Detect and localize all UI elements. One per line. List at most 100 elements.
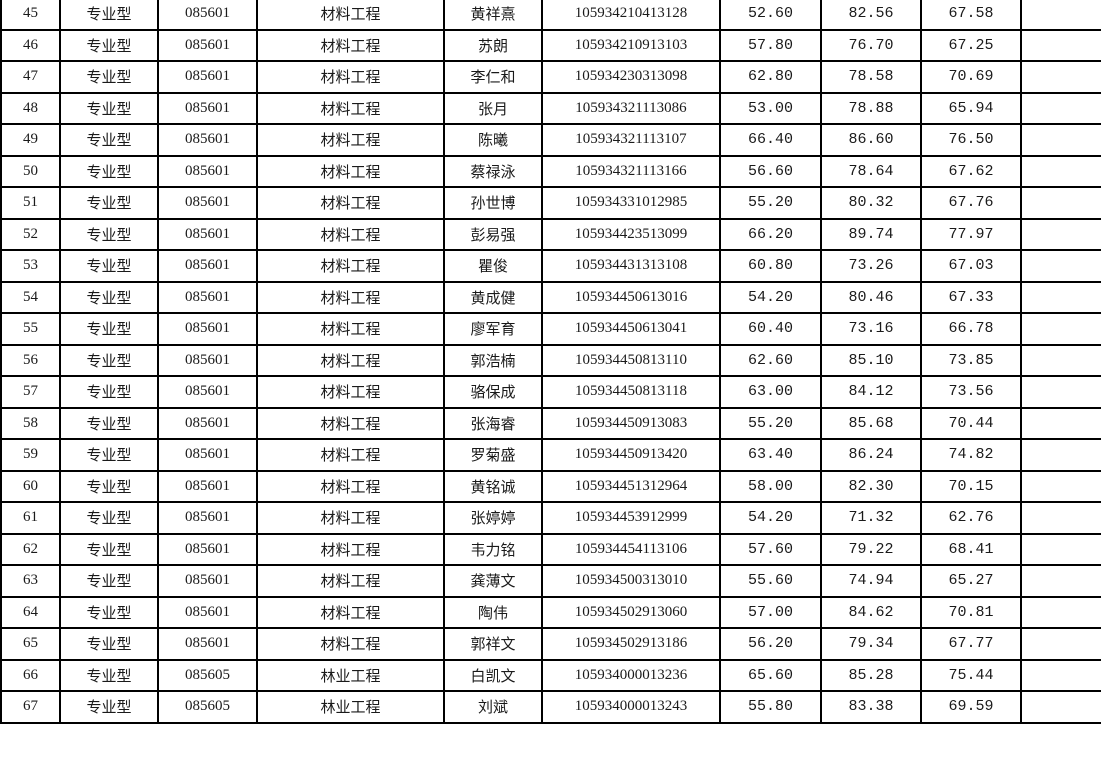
score-1-cell: 53.00 — [719, 91, 822, 125]
score-1-cell: 56.60 — [719, 154, 822, 188]
major-code-cell: 085601 — [157, 469, 258, 503]
remark-cell — [1020, 249, 1101, 283]
exam-id-cell: 105934210913103 — [541, 28, 721, 62]
score-1-cell: 63.00 — [719, 375, 822, 409]
major-name-cell: 材料工程 — [256, 532, 445, 566]
remark-cell — [1020, 312, 1101, 346]
student-name-cell: 张月 — [443, 91, 543, 125]
table-row: 55 专业型 085601 材料工程 廖军育 105934450613041 60.40 73… — [0, 312, 1101, 346]
row-index-cell: 65 — [0, 627, 61, 661]
major-code-cell: 085601 — [157, 60, 258, 94]
major-name-cell: 材料工程 — [256, 595, 445, 629]
table-row: 52 专业型 085601 材料工程 彭易强 105934423513099 66.20 89… — [0, 217, 1101, 251]
score-2-cell: 74.94 — [820, 564, 922, 598]
student-name-cell: 郭祥文 — [443, 627, 543, 661]
exam-id-cell: 105934450613041 — [541, 312, 721, 346]
score-1-cell: 55.20 — [719, 406, 822, 440]
total-score-cell: 67.03 — [920, 249, 1022, 283]
row-index-cell: 57 — [0, 375, 61, 409]
student-name-cell: 黄成健 — [443, 280, 543, 314]
major-name-cell: 林业工程 — [256, 658, 445, 692]
total-score-cell: 74.82 — [920, 438, 1022, 472]
exam-id-cell: 105934331012985 — [541, 186, 721, 220]
major-name-cell: 材料工程 — [256, 280, 445, 314]
row-index-cell: 52 — [0, 217, 61, 251]
student-name-cell: 骆保成 — [443, 375, 543, 409]
score-1-cell: 62.60 — [719, 343, 822, 377]
remark-cell — [1020, 186, 1101, 220]
major-code-cell: 085601 — [157, 438, 258, 472]
student-name-cell: 张婷婷 — [443, 501, 543, 535]
score-1-cell: 57.00 — [719, 595, 822, 629]
total-score-cell: 65.94 — [920, 91, 1022, 125]
major-code-cell: 085601 — [157, 217, 258, 251]
total-score-cell: 77.97 — [920, 217, 1022, 251]
score-2-cell: 79.34 — [820, 627, 922, 661]
row-index-cell: 61 — [0, 501, 61, 535]
student-name-cell: 瞿俊 — [443, 249, 543, 283]
total-score-cell: 65.27 — [920, 564, 1022, 598]
major-name-cell: 材料工程 — [256, 154, 445, 188]
table-row: 61 专业型 085601 材料工程 张婷婷 105934453912999 54.20 71… — [0, 501, 1101, 535]
total-score-cell: 66.78 — [920, 312, 1022, 346]
table-row: 58 专业型 085601 材料工程 张海睿 105934450913083 55.20 85… — [0, 406, 1101, 440]
exam-id-cell: 105934500313010 — [541, 564, 721, 598]
total-score-cell: 67.77 — [920, 627, 1022, 661]
exam-id-cell: 105934453912999 — [541, 501, 721, 535]
degree-type-cell: 专业型 — [59, 375, 159, 409]
score-1-cell: 54.20 — [719, 501, 822, 535]
exam-id-cell: 105934450813118 — [541, 375, 721, 409]
score-1-cell: 55.80 — [719, 690, 822, 724]
remark-cell — [1020, 280, 1101, 314]
table-row: 59 专业型 085601 材料工程 罗菊盛 105934450913420 63.40 86… — [0, 438, 1101, 472]
major-code-cell: 085601 — [157, 343, 258, 377]
exam-id-cell: 105934321113166 — [541, 154, 721, 188]
student-name-cell: 苏朗 — [443, 28, 543, 62]
table-row: 62 专业型 085601 材料工程 韦力铭 105934454113106 57.60 79… — [0, 532, 1101, 566]
major-name-cell: 材料工程 — [256, 343, 445, 377]
score-1-cell: 62.80 — [719, 60, 822, 94]
remark-cell — [1020, 0, 1101, 31]
student-name-cell: 韦力铭 — [443, 532, 543, 566]
exam-id-cell: 105934454113106 — [541, 532, 721, 566]
table-row: 57 专业型 085601 材料工程 骆保成 105934450813118 63.00 84… — [0, 375, 1101, 409]
degree-type-cell: 专业型 — [59, 690, 159, 724]
student-name-cell: 彭易强 — [443, 217, 543, 251]
student-name-cell: 陈曦 — [443, 123, 543, 157]
degree-type-cell: 专业型 — [59, 280, 159, 314]
score-1-cell: 66.20 — [719, 217, 822, 251]
major-name-cell: 材料工程 — [256, 91, 445, 125]
degree-type-cell: 专业型 — [59, 564, 159, 598]
major-code-cell: 085601 — [157, 186, 258, 220]
row-index-cell: 59 — [0, 438, 61, 472]
score-2-cell: 79.22 — [820, 532, 922, 566]
row-index-cell: 56 — [0, 343, 61, 377]
exam-id-cell: 105934450913420 — [541, 438, 721, 472]
degree-type-cell: 专业型 — [59, 627, 159, 661]
score-2-cell: 80.46 — [820, 280, 922, 314]
row-index-cell: 55 — [0, 312, 61, 346]
exam-id-cell: 105934502913186 — [541, 627, 721, 661]
major-name-cell: 材料工程 — [256, 123, 445, 157]
major-code-cell: 085605 — [157, 690, 258, 724]
table-row: 53 专业型 085601 材料工程 瞿俊 105934431313108 60.80 73.… — [0, 249, 1101, 283]
student-name-cell: 罗菊盛 — [443, 438, 543, 472]
major-name-cell: 材料工程 — [256, 406, 445, 440]
row-index-cell: 66 — [0, 658, 61, 692]
degree-type-cell: 专业型 — [59, 406, 159, 440]
total-score-cell: 70.69 — [920, 60, 1022, 94]
score-1-cell: 57.80 — [719, 28, 822, 62]
degree-type-cell: 专业型 — [59, 217, 159, 251]
row-index-cell: 50 — [0, 154, 61, 188]
remark-cell — [1020, 501, 1101, 535]
remark-cell — [1020, 28, 1101, 62]
degree-type-cell: 专业型 — [59, 532, 159, 566]
exam-id-cell: 105934321113086 — [541, 91, 721, 125]
score-1-cell: 60.40 — [719, 312, 822, 346]
score-2-cell: 84.12 — [820, 375, 922, 409]
major-code-cell: 085601 — [157, 280, 258, 314]
major-name-cell: 材料工程 — [256, 469, 445, 503]
major-name-cell: 材料工程 — [256, 564, 445, 598]
degree-type-cell: 专业型 — [59, 343, 159, 377]
score-1-cell: 60.80 — [719, 249, 822, 283]
